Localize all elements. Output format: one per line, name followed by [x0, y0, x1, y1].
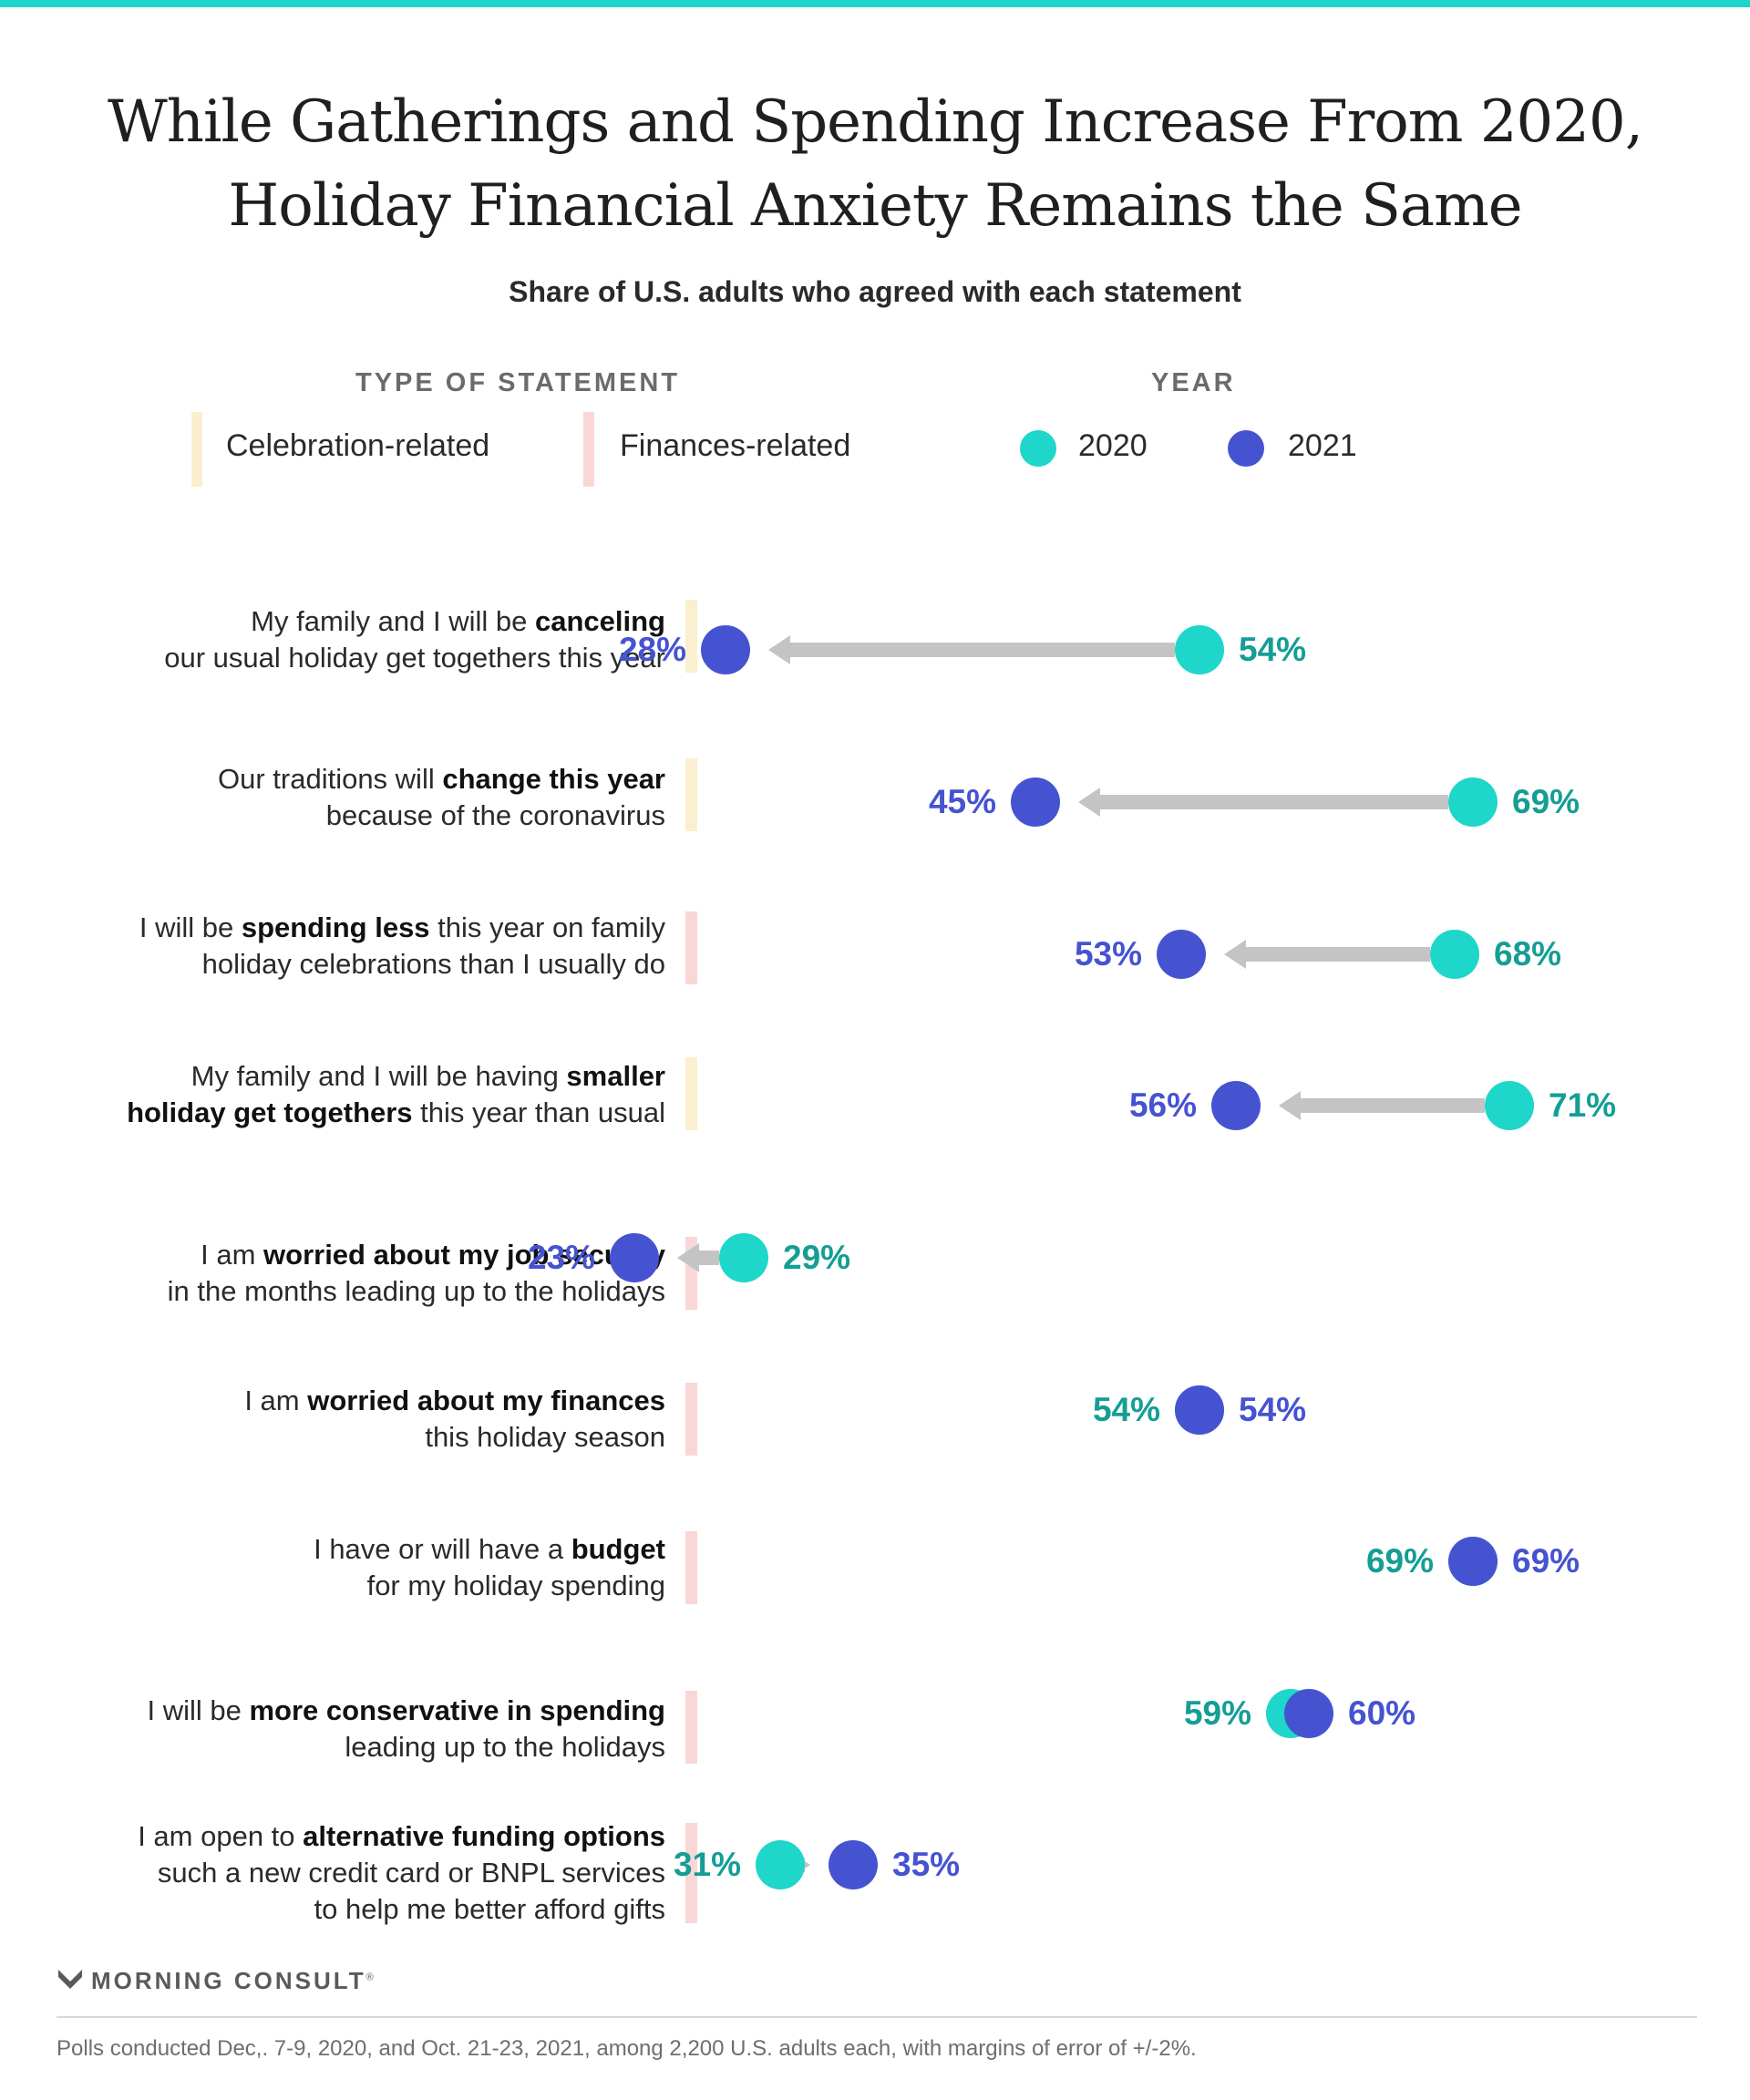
legend-finances-label: Finances-related — [620, 428, 851, 463]
dot-2020 — [1485, 1081, 1534, 1130]
legend-year-heading: YEAR — [1151, 368, 1236, 397]
title-line-2: Holiday Financial Anxiety Remains the Sa… — [228, 172, 1522, 240]
row-type-bar-finances — [685, 1691, 697, 1764]
data-label-left: 53% — [1075, 935, 1142, 973]
dot-2020 — [1175, 625, 1224, 674]
legend-2020-dot — [1020, 430, 1056, 467]
legend-type-heading: TYPE OF STATEMENT — [355, 368, 681, 397]
morning-consult-logo-icon — [58, 1970, 82, 1989]
top-accent-bar — [0, 0, 1750, 7]
row-type-bar-celebration — [685, 758, 697, 831]
row-label: My family and I will be canceling our us… — [164, 605, 665, 674]
row-type-bar-finances — [685, 911, 697, 984]
dot-2020 — [756, 1840, 805, 1889]
row-label: I will be spending less this year on fam… — [139, 911, 665, 980]
row-label: I am worried about my job security in th… — [167, 1239, 665, 1307]
data-label-right: 71% — [1549, 1086, 1616, 1124]
data-label-right: 69% — [1512, 783, 1580, 820]
row-type-bar-finances — [685, 1531, 697, 1604]
data-label-right: 29% — [783, 1239, 850, 1276]
row-type-bar-finances — [685, 1383, 697, 1456]
dot-2020 — [1448, 777, 1498, 827]
data-label-left: 56% — [1129, 1086, 1197, 1124]
row-type-bar-finances — [685, 1823, 697, 1923]
data-label-right: 54% — [1239, 1391, 1306, 1428]
row-label: I am open to alternative funding options… — [138, 1820, 665, 1925]
chart-subtitle: Share of U.S. adults who agreed with eac… — [509, 275, 1241, 308]
row-type-bar-celebration — [685, 1057, 697, 1130]
data-label-right: 68% — [1494, 935, 1561, 973]
legend-2021-label: 2021 — [1288, 428, 1357, 463]
data-label-right: 69% — [1512, 1542, 1580, 1580]
change-arrow-head — [768, 635, 790, 664]
data-label-right: 35% — [892, 1846, 960, 1883]
change-arrow-head — [1224, 940, 1246, 969]
data-label-left: 54% — [1093, 1391, 1160, 1428]
title-line-1: While Gatherings and Spending Increase F… — [107, 88, 1643, 156]
dot-2021 — [1157, 930, 1206, 979]
dot-2021 — [1448, 1537, 1498, 1586]
dot-2021 — [610, 1233, 659, 1282]
data-label-right: 54% — [1239, 631, 1306, 668]
data-label-left: 59% — [1184, 1694, 1251, 1732]
morning-consult-logo: MORNING CONSULT® — [91, 1967, 374, 1994]
row-label: My family and I will be having smaller h… — [127, 1060, 665, 1128]
dot-2021 — [829, 1840, 878, 1889]
chart-title: While Gatherings and Spending Increase F… — [0, 80, 1750, 248]
legend-2021-dot — [1228, 430, 1264, 467]
data-label-left: 28% — [619, 631, 686, 668]
data-label-left: 31% — [674, 1846, 741, 1883]
legend-2020-label: 2020 — [1078, 428, 1148, 463]
change-arrow-head — [1078, 788, 1100, 817]
legend-celebration-label: Celebration-related — [226, 428, 490, 463]
legend-celebration-swatch — [191, 412, 202, 487]
footnote: Polls conducted Dec,. 7-9, 2020, and Oct… — [57, 2036, 1197, 2061]
change-arrow-shaft — [790, 643, 1175, 657]
dot-2021 — [701, 625, 750, 674]
dot-2020 — [719, 1233, 768, 1282]
change-arrow-head — [677, 1243, 699, 1272]
dot-2020 — [1430, 930, 1479, 979]
legend-finances-swatch — [583, 412, 594, 487]
data-label-right: 60% — [1348, 1694, 1415, 1732]
row-label: I am worried about my finances this holi… — [244, 1385, 665, 1453]
dot-2021 — [1011, 777, 1060, 827]
change-arrow-shaft — [1246, 947, 1430, 962]
row-label: I will be more conservative in spending … — [147, 1694, 665, 1763]
change-arrow-shaft — [1100, 795, 1448, 809]
dot-2021 — [1284, 1689, 1333, 1738]
row-type-bar-celebration — [685, 600, 697, 673]
change-arrow-shaft — [1301, 1098, 1485, 1113]
footer-divider — [57, 2016, 1697, 2018]
data-label-left: 45% — [929, 783, 996, 820]
change-arrow-head — [1279, 1091, 1301, 1120]
dot-2021 — [1175, 1385, 1224, 1435]
dot-2021 — [1211, 1081, 1261, 1130]
row-label: I have or will have a budget for my holi… — [314, 1533, 665, 1601]
change-arrow-shaft — [699, 1251, 719, 1265]
row-label: Our traditions will change this year bec… — [217, 763, 665, 831]
data-label-left: 69% — [1366, 1542, 1434, 1580]
data-label-left: 23% — [528, 1239, 595, 1276]
